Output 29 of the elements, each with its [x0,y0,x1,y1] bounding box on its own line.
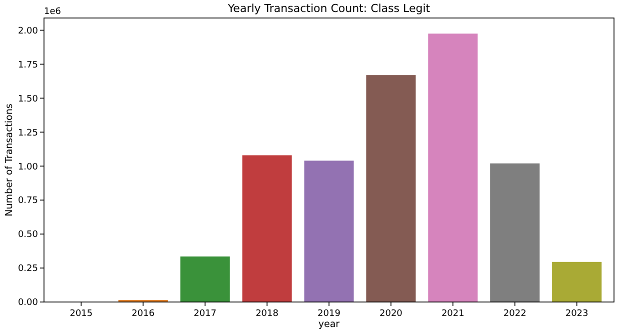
bar [428,34,478,302]
chart-title: Yearly Transaction Count: Class Legit [226,2,431,15]
x-tick-label: 2023 [565,309,588,319]
y-tick-label: 0.00 [18,298,38,308]
y-tick-label: 1.00 [18,162,38,172]
x-tick-label: 2016 [132,309,155,319]
x-axis-title: year [318,319,340,330]
x-tick-label: 2018 [256,309,279,319]
y-tick-label: 0.25 [18,264,38,274]
text: 1e6 [44,7,62,17]
bar [180,256,230,302]
bar [366,75,416,302]
y-tick-label: 1.50 [18,94,38,104]
y-tick-label: 0.75 [18,196,38,206]
x-tick-label: 2015 [70,309,93,319]
y-tick-label: 1.75 [18,60,38,70]
y-tick-label: 0.50 [18,230,38,240]
y-axis-title: Number of Transactions [4,104,15,216]
x-tick-label: 2022 [503,309,526,319]
y-tick-label: 1.25 [18,128,38,138]
bar [242,155,292,302]
bar [490,163,540,302]
x-tick-label: 2019 [318,309,341,319]
bar [304,160,354,302]
bar [552,262,602,302]
x-tick-label: 2021 [441,309,464,319]
y-tick-label: 2.00 [18,26,38,36]
x-tick-label: 2017 [194,309,217,319]
x-tick-label: 2020 [380,309,403,319]
